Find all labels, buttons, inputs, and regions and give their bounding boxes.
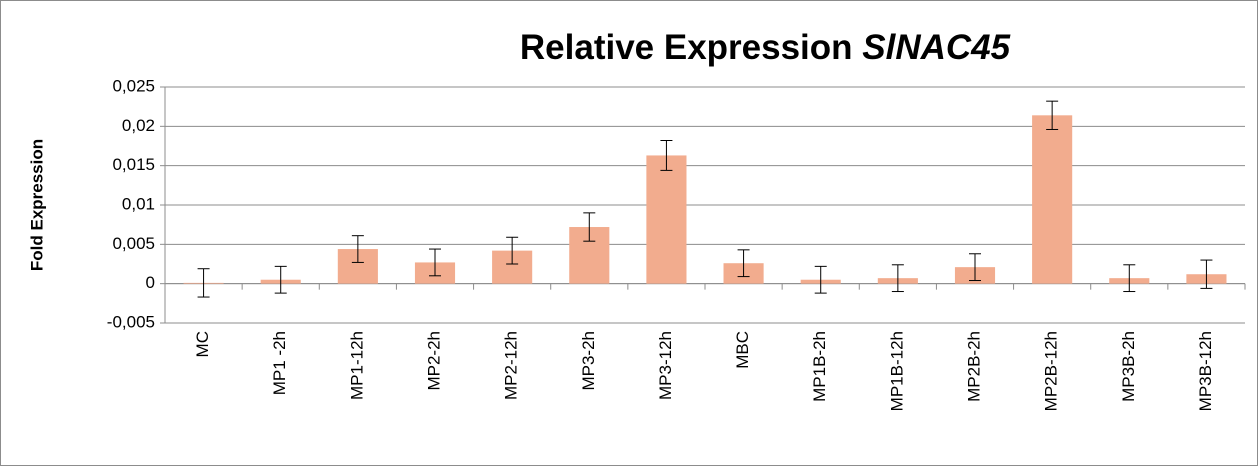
y-tick-label: 0 <box>146 273 155 292</box>
x-tick-label: MP1 -2h <box>270 331 289 395</box>
y-tick-label: 0,025 <box>112 76 155 95</box>
x-tick-label: MP2-12h <box>502 331 521 400</box>
x-tick-label: MC <box>193 331 212 357</box>
y-tick-label: 0,02 <box>122 116 155 135</box>
x-tick-label: MP2-2h <box>424 331 443 391</box>
y-tick-label: -0,005 <box>107 312 155 331</box>
x-tick-label: MP1-12h <box>347 331 366 400</box>
x-tick-label: MP1B-2h <box>810 331 829 402</box>
x-tick-label: MP3-2h <box>579 331 598 391</box>
x-tick-label: MP2B-12h <box>1042 331 1061 411</box>
y-tick-label: 0,005 <box>112 234 155 253</box>
y-tick-label: 0,015 <box>112 155 155 174</box>
bar <box>1032 115 1073 284</box>
y-axis-label: Fold Expression <box>27 139 46 271</box>
x-tick-label: MBC <box>733 331 752 369</box>
chart-title: Relative Expression SlNAC45 <box>520 28 1011 67</box>
x-tick-label: MP3B-12h <box>1196 331 1215 411</box>
bar <box>646 155 687 284</box>
x-tick-label: MP3-12h <box>656 331 675 400</box>
x-tick-label: MP1B-12h <box>887 331 906 411</box>
y-tick-label: 0,01 <box>122 194 155 213</box>
x-tick-label: MP3B-2h <box>1119 331 1138 402</box>
x-tick-label: MP2B-2h <box>964 331 983 402</box>
